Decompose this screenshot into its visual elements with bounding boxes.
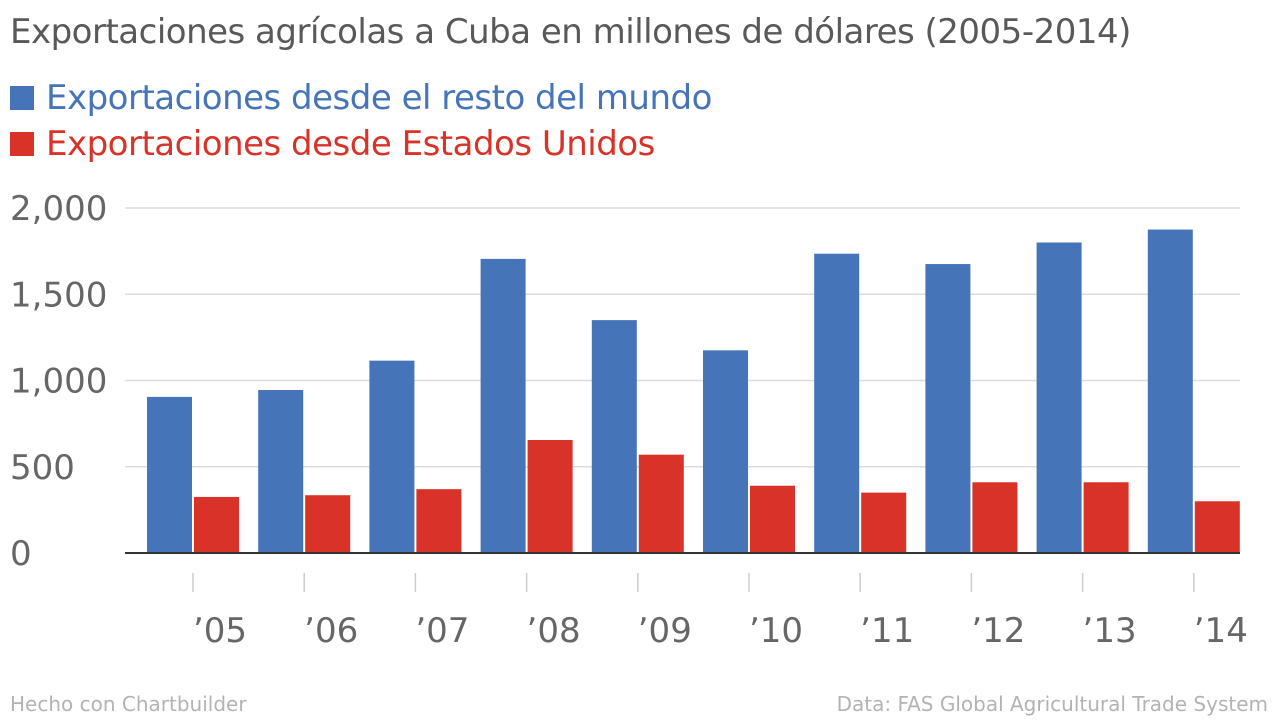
bar-rest-of-world: [258, 389, 304, 553]
legend-swatch-blue: [10, 86, 34, 110]
bar-rest-of-world: [591, 320, 637, 553]
footer-source: Data: FAS Global Agricultural Trade Syst…: [836, 692, 1268, 716]
bar-rest-of-world: [480, 258, 526, 553]
bar-rest-of-world: [925, 264, 971, 553]
y-tick-label: 1,000: [10, 362, 107, 402]
x-tick-label: ’07: [415, 611, 469, 651]
bar-usa: [305, 495, 351, 553]
bar-usa: [1194, 501, 1240, 553]
x-tick-label: ’14: [1194, 611, 1248, 651]
bar-usa: [527, 440, 573, 553]
legend-item-rest-of-world: Exportaciones desde el resto del mundo: [10, 78, 712, 118]
bar-usa: [972, 482, 1018, 553]
x-tick-label: ’12: [971, 611, 1025, 651]
bar-usa: [1083, 482, 1129, 553]
bar-usa: [194, 496, 239, 553]
bar-rest-of-world: [369, 360, 415, 553]
bar-usa: [861, 492, 907, 553]
y-tick-label: 0: [10, 534, 32, 574]
chart-title: Exportaciones agrícolas a Cuba en millon…: [10, 12, 1131, 52]
y-tick-label: 500: [10, 448, 75, 488]
y-tick-label: 2,000: [10, 189, 107, 229]
x-tick-label: ’06: [304, 611, 358, 651]
x-tick-label: ’09: [638, 611, 692, 651]
bar-rest-of-world: [147, 396, 192, 553]
legend-label: Exportaciones desde el resto del mundo: [46, 78, 712, 118]
legend-swatch-red: [10, 132, 34, 156]
bar-usa: [638, 454, 684, 553]
bar-rest-of-world: [703, 350, 748, 553]
footer-credit: Hecho con Chartbuilder: [10, 692, 247, 716]
legend-label: Exportaciones desde Estados Unidos: [46, 124, 655, 164]
y-tick-label: 1,500: [10, 275, 107, 315]
bar-rest-of-world: [1036, 242, 1082, 553]
x-tick-label: ’08: [527, 611, 581, 651]
x-tick-label: ’10: [749, 611, 803, 651]
bar-usa: [416, 489, 462, 553]
x-tick-label: ’05: [193, 611, 247, 651]
bar-rest-of-world: [814, 253, 860, 553]
x-tick-label: ’13: [1083, 611, 1137, 651]
bar-rest-of-world: [1147, 229, 1193, 553]
x-tick-label: ’11: [860, 611, 914, 651]
bar-usa: [750, 485, 795, 553]
legend-item-usa: Exportaciones desde Estados Unidos: [10, 124, 655, 164]
